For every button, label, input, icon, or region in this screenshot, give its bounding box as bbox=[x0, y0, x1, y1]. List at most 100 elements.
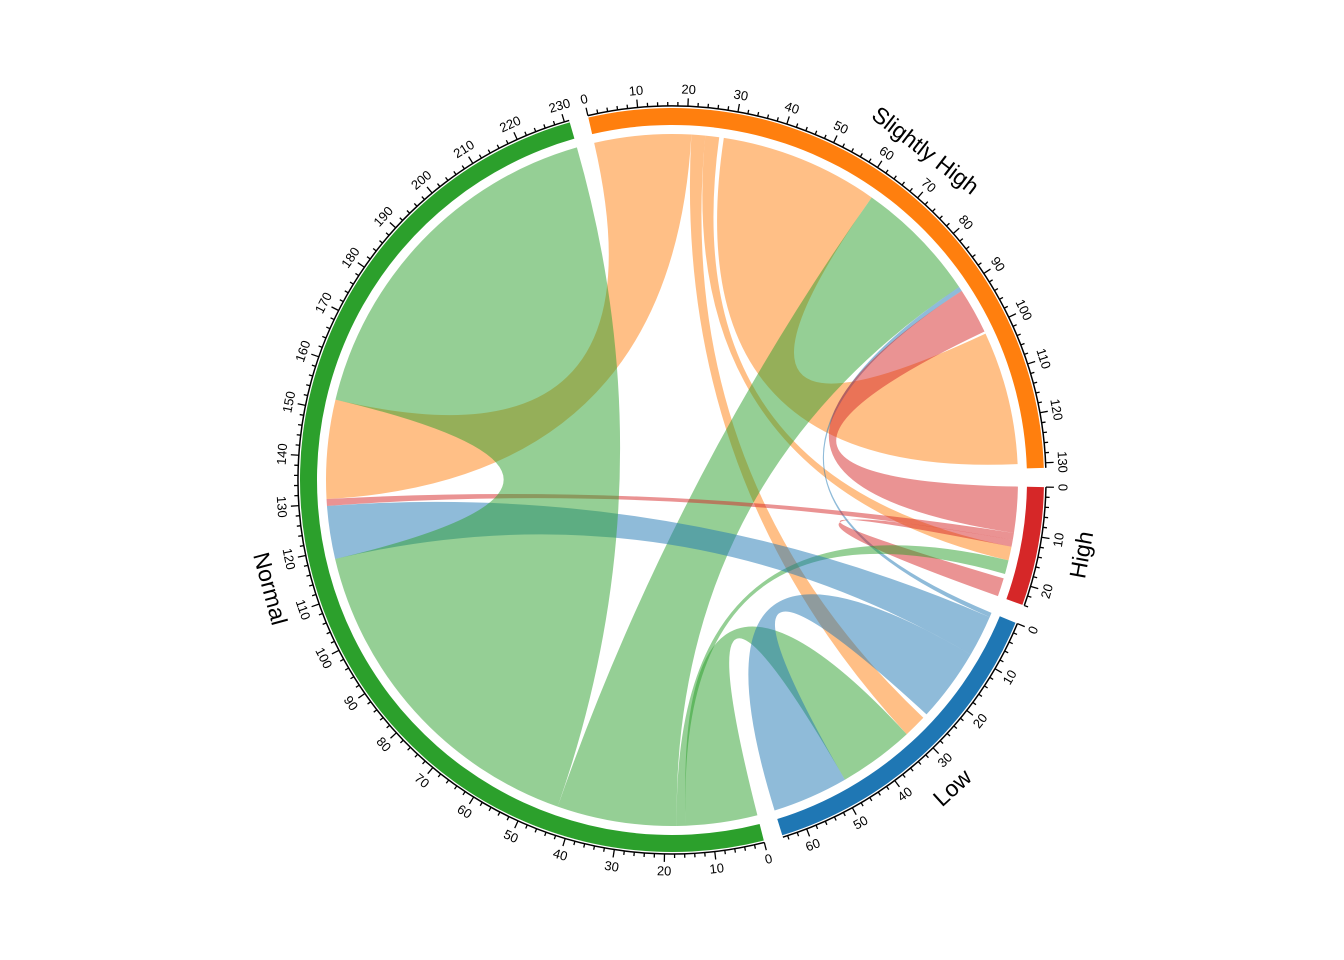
axis-line-low bbox=[782, 623, 1019, 838]
axis-tick bbox=[616, 105, 619, 111]
axis-tick bbox=[1035, 391, 1040, 394]
axis-tick bbox=[414, 753, 419, 758]
axis-tick bbox=[757, 111, 760, 117]
chord-normal-to-normal bbox=[335, 147, 621, 807]
axis-tick bbox=[544, 831, 547, 837]
axis-tick-label: 190 bbox=[370, 203, 396, 229]
axis-line-normal bbox=[297, 119, 765, 855]
axis-tick bbox=[421, 196, 425, 201]
axis-tick bbox=[806, 828, 811, 837]
axis-tick bbox=[297, 403, 306, 407]
axis-tick bbox=[552, 120, 556, 126]
axis-tick bbox=[349, 281, 354, 285]
axis-tick bbox=[851, 807, 857, 815]
chord-normal-to-slightly-high bbox=[557, 197, 960, 827]
axis-tick-label: 80 bbox=[956, 212, 977, 233]
axis-tick bbox=[989, 676, 994, 680]
axis-tick bbox=[869, 797, 873, 802]
axis-tick-label: 100 bbox=[312, 645, 335, 671]
axis-tick bbox=[977, 262, 982, 266]
axis-tick bbox=[524, 131, 528, 136]
axis-tick-label: 60 bbox=[877, 143, 897, 163]
axis-tick-label: 150 bbox=[279, 390, 298, 414]
axis-tick-label: 90 bbox=[341, 693, 362, 713]
axis-tick bbox=[623, 850, 625, 855]
axis-tick bbox=[833, 816, 837, 821]
axis-tick bbox=[339, 299, 344, 303]
axis-tick-label: 120 bbox=[280, 547, 299, 571]
axis-tick bbox=[1037, 401, 1043, 404]
axis-tick bbox=[796, 832, 800, 837]
axis-tick bbox=[1004, 650, 1009, 654]
axis-tick bbox=[533, 127, 537, 132]
axis-tick bbox=[322, 622, 327, 625]
axis-tick-label: 90 bbox=[988, 254, 1008, 274]
axis-tick bbox=[860, 802, 864, 807]
axis-tick bbox=[318, 345, 323, 348]
axis-tick bbox=[893, 175, 897, 180]
axis-tick bbox=[1041, 421, 1046, 424]
axis-tick bbox=[999, 296, 1004, 300]
axis-tick bbox=[326, 326, 331, 330]
axis-tick bbox=[1027, 360, 1036, 365]
axis-tick bbox=[298, 535, 303, 537]
axis-tick bbox=[399, 739, 404, 744]
axis-tick bbox=[436, 183, 441, 188]
chord-high-to-normal bbox=[326, 494, 1014, 540]
axis-tick bbox=[487, 149, 491, 154]
axis-tick bbox=[939, 215, 943, 220]
axis-tick bbox=[290, 504, 299, 507]
axis-tick bbox=[1016, 333, 1021, 337]
axis-tick bbox=[714, 851, 717, 860]
axis-tick bbox=[297, 554, 306, 558]
axis-tick bbox=[306, 384, 311, 387]
axis-tick-label: 110 bbox=[293, 597, 314, 622]
axis-tick bbox=[603, 847, 606, 852]
axis-tick bbox=[925, 754, 929, 759]
axis-tick bbox=[303, 564, 309, 567]
sector-label-low: Low bbox=[928, 763, 977, 811]
axis-tick bbox=[1024, 352, 1029, 356]
axis-tick bbox=[1020, 342, 1025, 346]
axis-tick bbox=[367, 701, 372, 705]
axis-line-slightly-high bbox=[587, 105, 1047, 468]
axis-tick-label: 20 bbox=[970, 710, 991, 731]
axis-tick bbox=[924, 201, 929, 206]
axis-tick-label: 50 bbox=[501, 827, 520, 847]
axis-tick bbox=[1008, 641, 1013, 645]
axis-tick bbox=[902, 773, 906, 778]
axis-tick bbox=[497, 811, 501, 816]
axis-tick bbox=[909, 187, 913, 192]
axis-tick bbox=[308, 584, 314, 587]
axis-tick bbox=[505, 139, 509, 145]
axis-tick-label: 40 bbox=[551, 845, 569, 864]
axis-tick bbox=[389, 221, 397, 229]
axis-tick bbox=[561, 113, 565, 123]
axis-tick bbox=[766, 114, 770, 119]
axis-tick bbox=[437, 773, 442, 778]
axis-tick bbox=[593, 845, 596, 850]
axis-tick bbox=[1039, 410, 1048, 414]
axis-tick-label: 40 bbox=[895, 784, 916, 805]
axis-tick bbox=[573, 841, 576, 846]
chord-high-to-slightly-high bbox=[828, 290, 1018, 533]
axis-tick bbox=[815, 824, 819, 830]
axis-tick bbox=[953, 725, 958, 729]
axis-tick bbox=[795, 123, 799, 128]
axis-tick-label: 70 bbox=[412, 770, 433, 791]
axis-tick bbox=[331, 306, 339, 312]
axis-tick bbox=[999, 659, 1004, 663]
axis-tick bbox=[427, 767, 434, 775]
axis-tick bbox=[814, 130, 818, 135]
axis-tick-label: 50 bbox=[831, 117, 851, 137]
axis-tick bbox=[917, 191, 924, 199]
axis-tick bbox=[445, 176, 449, 181]
axis-tick bbox=[366, 256, 371, 260]
axis-tick-label: 10 bbox=[999, 667, 1019, 687]
axis-tick bbox=[513, 131, 518, 140]
axis-tick-label: 70 bbox=[918, 175, 939, 196]
axis-tick bbox=[562, 838, 566, 847]
axis-tick bbox=[386, 724, 391, 729]
axis-tick bbox=[636, 99, 639, 108]
axis-tick bbox=[454, 785, 458, 790]
